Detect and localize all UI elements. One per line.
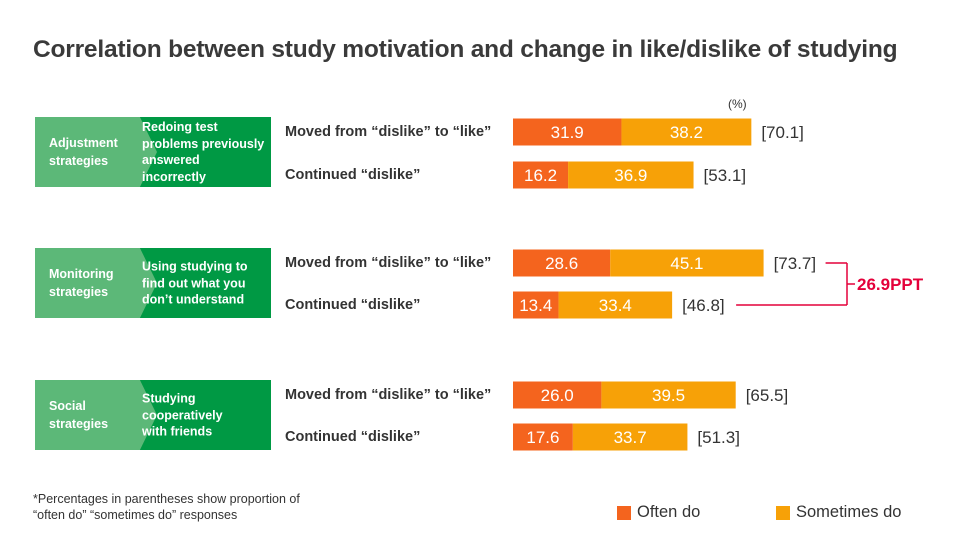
legend-item-often: Often do (617, 503, 700, 522)
data-label-sometimes-do: 33.4 (599, 296, 632, 315)
legend-label: Sometimes do (796, 503, 902, 521)
group-name-line1: Monitoring (49, 267, 114, 281)
group-box-adjustment: Adjustment strategies Redoing test proble… (35, 117, 271, 187)
group-name: Adjustment strategies (49, 134, 141, 170)
bar-sometimes-do (558, 291, 673, 319)
bar-often-do (513, 161, 569, 189)
group-box-monitoring: Monitoring strategies Using studying to f… (35, 248, 271, 318)
group-box-social: Social strategies Studying cooperatively … (35, 380, 271, 450)
data-label-sometimes-do: 45.1 (670, 254, 703, 273)
data-label-often-do: 13.4 (519, 296, 552, 315)
data-label-often-do: 17.6 (526, 428, 559, 447)
bar-sometimes-do (610, 249, 764, 277)
data-label-sometimes-do: 36.9 (614, 166, 647, 185)
row-label-moved: Moved from “dislike” to “like” (285, 387, 492, 403)
group-desc-line: find out what you (142, 275, 246, 290)
group-name: Monitoring strategies (49, 265, 141, 301)
data-label-often-do: 28.6 (545, 254, 578, 273)
group-desc-line: don’t understand (142, 292, 245, 307)
legend-item-sometimes: Sometimes do (776, 503, 901, 522)
bar-sometimes-do (572, 423, 688, 451)
chart-title: Correlation between study motivation and… (33, 36, 898, 63)
legend-swatch-often (617, 505, 631, 520)
group-name-line2: strategies (49, 285, 109, 299)
row-label-moved: Moved from “dislike” to “like” (285, 124, 492, 140)
data-label-sometimes-do: 33.7 (614, 428, 647, 447)
total-label: [65.5] (746, 386, 789, 405)
bar-sometimes-do (568, 161, 694, 189)
group-desc-line: answered incorrectly (142, 153, 206, 184)
group-tag-adjustment: Adjustment strategies (35, 117, 157, 187)
group-name-line1: Social (49, 399, 86, 413)
bar-often-do (513, 291, 559, 319)
footnote-line: “often do” “sometimes do” responses (33, 508, 238, 522)
row-label-continued: Continued “dislike” (285, 167, 421, 183)
footnote-line: *Percentages in parentheses show proport… (33, 492, 300, 506)
group-name-line1: Adjustment (49, 136, 118, 150)
row-label-moved: Moved from “dislike” to “like” (285, 255, 492, 271)
group-description: Redoing test problems previously answere… (142, 119, 267, 185)
group-description: Using studying to find out what you don’… (142, 258, 267, 308)
data-label-often-do: 31.9 (551, 123, 584, 142)
data-label-sometimes-do: 39.5 (652, 386, 685, 405)
group-tag-social: Social strategies (35, 380, 157, 450)
data-label-often-do: 26.0 (541, 386, 574, 405)
total-label: [73.7] (774, 254, 817, 273)
annotation-text: 26.9PPT (857, 275, 924, 294)
total-label: [53.1] (704, 166, 747, 185)
total-label: [51.3] (697, 428, 740, 447)
group-desc-line: Redoing test (142, 120, 218, 134)
bar-sometimes-do (621, 118, 752, 146)
group-desc-line: Studying (142, 391, 196, 406)
group-description: Studying cooperatively with friends (142, 390, 267, 440)
group-desc-line: cooperatively (142, 407, 223, 422)
group-name-line2: strategies (49, 417, 109, 431)
bar-often-do (513, 249, 611, 277)
bar-often-do (513, 423, 573, 451)
total-label: [46.8] (682, 296, 725, 315)
bar-often-do (513, 118, 622, 146)
group-desc-line: Using studying to (142, 259, 248, 274)
group-desc-line: with friends (142, 424, 213, 439)
bar-sometimes-do (601, 381, 736, 409)
footnote: *Percentages in parentheses show proport… (33, 491, 300, 523)
bar-often-do (513, 381, 602, 409)
row-label-continued: Continued “dislike” (285, 429, 421, 445)
legend-label: Often do (637, 503, 701, 521)
data-label-sometimes-do: 38.2 (670, 123, 703, 142)
row-label-continued: Continued “dislike” (285, 297, 421, 313)
group-tag-monitoring: Monitoring strategies (35, 248, 157, 318)
data-label-often-do: 16.2 (524, 166, 557, 185)
unit-label: (%) (728, 97, 747, 111)
group-desc-line: problems previously (142, 136, 265, 151)
legend-swatch-sometimes (776, 505, 790, 520)
total-label: [70.1] (761, 123, 804, 142)
group-name-line2: strategies (49, 154, 109, 168)
group-name: Social strategies (49, 397, 141, 433)
